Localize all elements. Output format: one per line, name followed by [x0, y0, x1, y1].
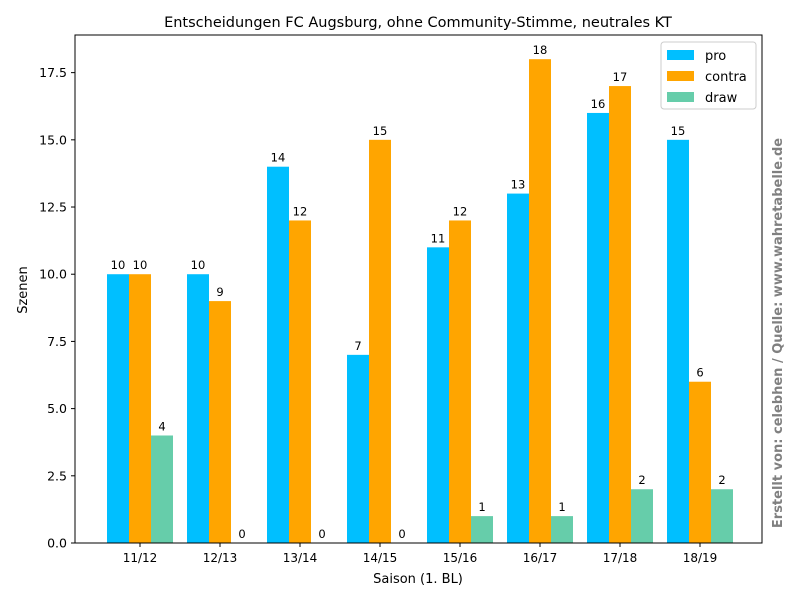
bar-label-contra-5: 18 [533, 43, 548, 57]
x-tick-label: 14/15 [363, 551, 398, 565]
bar-contra-5 [529, 59, 551, 543]
watermark-text: Erstellt von: celebhen / Quelle: www.wah… [771, 138, 786, 528]
axes-frame [74, 34, 763, 544]
x-axis: 11/12 12/13 13/14 14/15 15/16 16/17 17/18 18/19 [123, 543, 718, 565]
bar-label-contra-2: 12 [293, 204, 308, 218]
legend-label-contra: contra [705, 70, 747, 85]
bar-label-pro-6: 16 [591, 97, 606, 111]
bar-pro-3 [347, 354, 369, 543]
bar-label-draw-3: 0 [398, 527, 405, 541]
x-axis-label: Saison (1. BL) [373, 572, 463, 587]
y-axis: 0.0 2.5 5.0 7.5 10.0 12.5 15.0 17.5 [39, 65, 75, 551]
y-tick-label: 7.5 [47, 334, 67, 349]
x-tick-label: 12/13 [203, 551, 238, 565]
x-tick-label: 16/17 [523, 551, 558, 565]
bar-contra-2 [289, 220, 311, 543]
legend-swatch-draw [667, 92, 694, 102]
x-tick-label: 18/19 [683, 551, 718, 565]
bar-label-draw-0: 4 [158, 419, 165, 433]
x-tick-label: 15/16 [443, 551, 478, 565]
bar-label-pro-5: 13 [511, 178, 526, 192]
y-tick-label: 2.5 [47, 468, 67, 483]
bar-contra-0 [129, 274, 151, 543]
bar-contra-3 [369, 139, 391, 544]
chart-title: Entscheidungen FC Augsburg, ohne Communi… [164, 15, 672, 31]
y-tick-label: 5.0 [47, 401, 67, 416]
bar-label-draw-6: 2 [638, 473, 645, 487]
bar-label-pro-0: 10 [111, 258, 126, 272]
bar-label-contra-3: 15 [373, 124, 388, 138]
y-tick-label: 0.0 [47, 536, 67, 551]
bar-label-draw-1: 0 [238, 527, 245, 541]
bar-label-draw-5: 1 [558, 500, 565, 514]
x-tick-label: 13/14 [283, 551, 318, 565]
x-tick-label: 11/12 [123, 551, 158, 565]
bar-label-pro-1: 10 [191, 258, 206, 272]
bar-label-contra-7: 6 [696, 366, 703, 380]
bar-label-contra-4: 12 [453, 204, 468, 218]
legend-swatch-contra [667, 71, 694, 81]
bar-draw-4 [471, 516, 493, 543]
bar-contra-6 [609, 86, 631, 543]
bar-draw-7 [711, 489, 733, 543]
bar-pro-0 [107, 274, 129, 543]
bar-label-pro-4: 11 [431, 231, 446, 245]
bar-label-draw-7: 2 [718, 473, 725, 487]
bar-label-contra-0: 10 [133, 258, 148, 272]
y-tick-label: 15.0 [39, 132, 67, 147]
y-tick-label: 17.5 [39, 65, 67, 80]
legend: pro contra draw [660, 41, 757, 110]
bar-label-contra-1: 9 [216, 285, 223, 299]
bar-label-pro-3: 7 [354, 339, 361, 353]
bar-contra-4 [449, 220, 471, 543]
x-tick-label: 17/18 [603, 551, 638, 565]
y-tick-label: 10.0 [39, 267, 67, 282]
bar-draw-6 [631, 489, 653, 543]
bar-contra-7 [689, 381, 711, 543]
y-axis-label: Szenen [16, 266, 31, 314]
bar-label-pro-2: 14 [271, 151, 286, 165]
bar-pro-5 [507, 193, 529, 543]
bar-draw-0 [151, 435, 173, 543]
bar-pro-6 [587, 112, 609, 544]
y-tick-label: 12.5 [39, 200, 67, 215]
bar-pro-7 [667, 139, 689, 544]
bar-pro-4 [427, 247, 449, 543]
bar-label-contra-6: 17 [613, 70, 628, 84]
bar-label-draw-4: 1 [478, 500, 485, 514]
bar-label-draw-2: 0 [318, 527, 325, 541]
bar-pro-2 [267, 166, 289, 543]
legend-label-pro: pro [705, 49, 726, 64]
bar-pro-1 [187, 274, 209, 543]
legend-label-draw: draw [705, 91, 738, 106]
bar-label-pro-7: 15 [671, 124, 686, 138]
bar-contra-1 [209, 301, 231, 543]
legend-swatch-pro [667, 50, 694, 60]
bar-draw-5 [551, 516, 573, 543]
